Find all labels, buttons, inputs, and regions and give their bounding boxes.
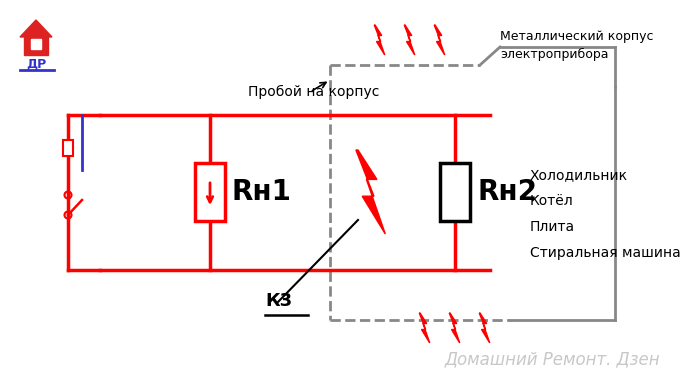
- Polygon shape: [449, 313, 460, 343]
- Text: К3: К3: [265, 292, 292, 310]
- Bar: [31, 39, 41, 49]
- Text: Металлический корпус
электроприбора: Металлический корпус электроприбора: [500, 30, 653, 61]
- Text: Rн2: Rн2: [477, 178, 537, 206]
- Polygon shape: [479, 313, 490, 343]
- Text: Котёл: Котёл: [530, 194, 574, 208]
- Text: Стиральная машина: Стиральная машина: [530, 246, 680, 260]
- Polygon shape: [435, 25, 445, 55]
- Polygon shape: [374, 25, 385, 55]
- Polygon shape: [420, 313, 430, 343]
- Text: Rн1: Rн1: [232, 178, 292, 206]
- Bar: [195, 163, 225, 221]
- Text: Плита: Плита: [530, 220, 575, 234]
- Text: Пробой на корпус: Пробой на корпус: [248, 85, 379, 99]
- Polygon shape: [404, 25, 415, 55]
- Polygon shape: [20, 20, 52, 37]
- Bar: [440, 163, 470, 221]
- Text: Холодильник: Холодильник: [530, 168, 628, 182]
- Bar: [24, 37, 48, 55]
- Bar: [63, 140, 73, 156]
- Text: ДР: ДР: [26, 58, 46, 71]
- Polygon shape: [356, 150, 386, 234]
- Text: Домашний Ремонт. Дзен: Домашний Ремонт. Дзен: [445, 350, 661, 368]
